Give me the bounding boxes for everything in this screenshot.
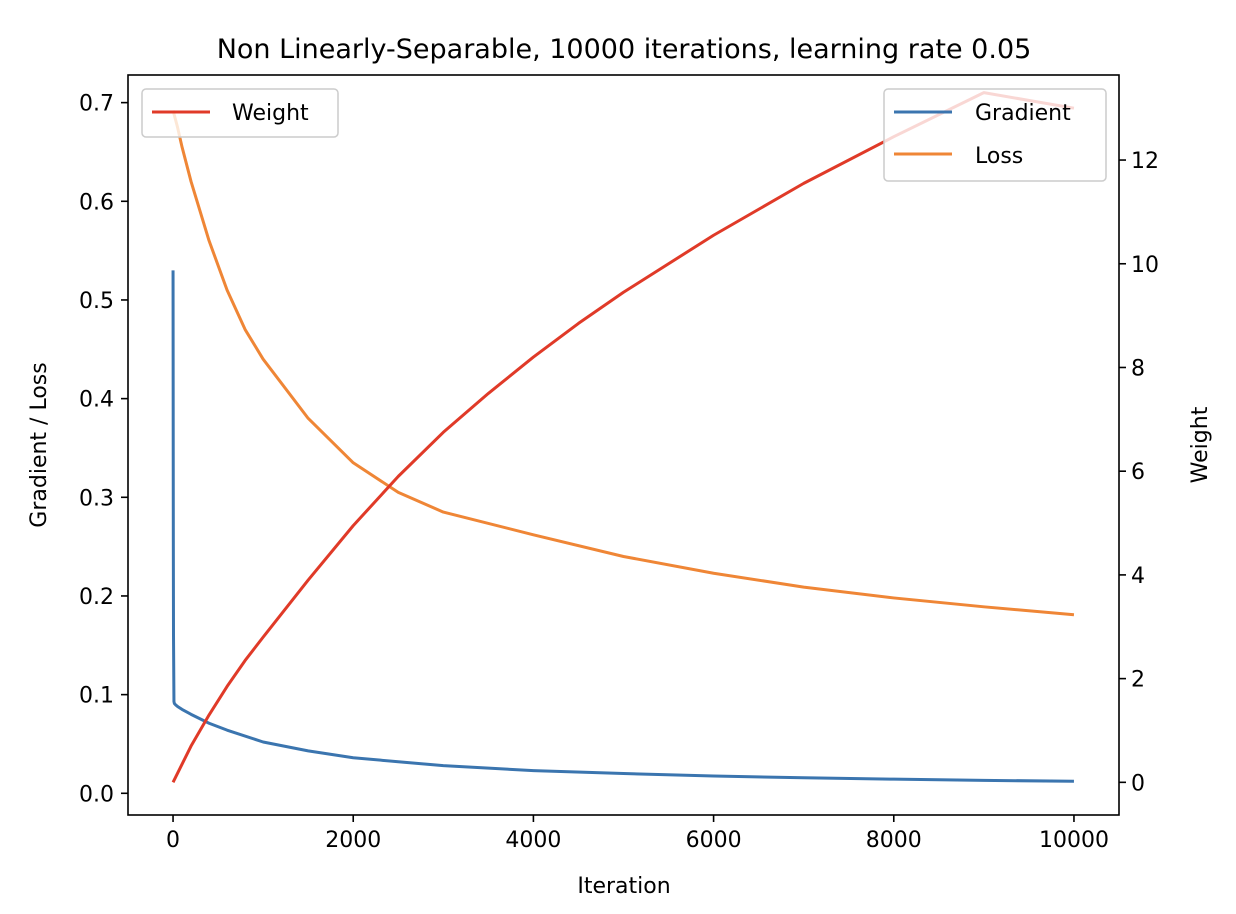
left-y-tick-label: 0.5: [79, 289, 114, 314]
left-y-tick-label: 0.2: [79, 585, 114, 610]
x-tick-label: 8000: [866, 828, 922, 853]
right-y-tick-label: 12: [1131, 149, 1159, 174]
left-y-tick-label: 0.7: [79, 92, 114, 117]
legend-gradient-loss: Gradient Loss: [884, 89, 1106, 181]
x-tick-label: 0: [166, 828, 180, 853]
x-tick-label: 2000: [325, 828, 381, 853]
chart-title: Non Linearly-Separable, 10000 iterations…: [217, 34, 1032, 65]
x-tick-label: 10000: [1039, 828, 1109, 853]
left-y-tick-label: 0.3: [79, 486, 114, 511]
right-y-axis-label: Weight: [1188, 406, 1213, 483]
x-tick-label: 4000: [505, 828, 561, 853]
legend-weight: Weight: [142, 89, 338, 137]
legend-label-gradient: Gradient: [975, 101, 1071, 126]
x-tick-label: 6000: [686, 828, 742, 853]
x-axis-label: Iteration: [577, 874, 670, 899]
right-y-tick-label: 4: [1131, 564, 1145, 589]
left-y-tick-label: 0.4: [79, 388, 114, 413]
right-y-tick-label: 10: [1131, 253, 1159, 278]
left-y-tick-label: 0.0: [79, 782, 114, 807]
left-y-axis-label: Gradient / Loss: [27, 362, 52, 527]
left-y-tick-label: 0.6: [79, 190, 114, 215]
legend-label-weight: Weight: [232, 101, 309, 126]
legend-label-loss: Loss: [975, 144, 1023, 169]
right-y-tick-label: 0: [1131, 771, 1145, 796]
right-y-tick-label: 8: [1131, 356, 1145, 381]
left-y-tick-label: 0.1: [79, 684, 114, 709]
right-y-tick-label: 6: [1131, 460, 1145, 485]
right-y-tick-label: 2: [1131, 668, 1145, 693]
